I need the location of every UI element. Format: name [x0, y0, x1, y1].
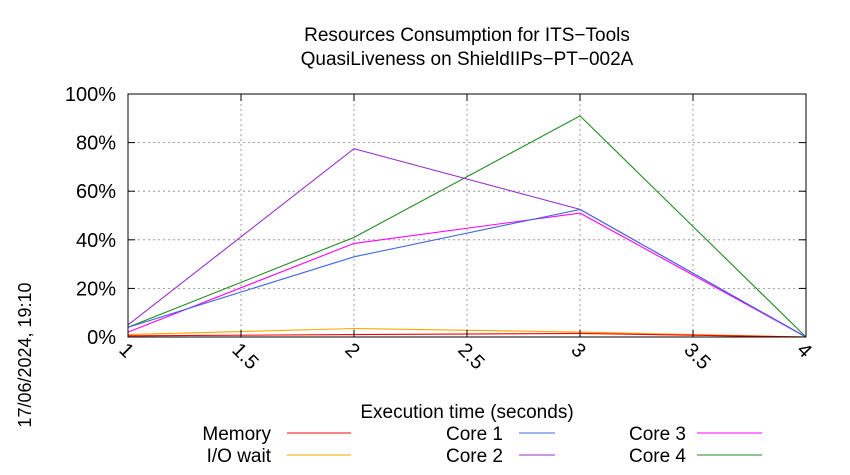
y-tick-label: 100%	[65, 84, 116, 106]
x-tick-label: 4	[792, 339, 815, 362]
x-tick-label: 2	[340, 339, 363, 362]
legend-label: Core 1	[446, 424, 503, 445]
legend-label: Core 4	[629, 446, 686, 467]
series-line-core-3	[127, 212, 807, 338]
legend-label: Core 3	[629, 424, 686, 445]
series-line-core-4	[127, 115, 807, 338]
y-tick-label: 60%	[76, 181, 116, 203]
grid	[128, 94, 806, 337]
x-tick-label: 1.5	[227, 339, 262, 374]
y-axis: 0% 20% 40% 60% 80% 100%	[65, 84, 806, 349]
y-tick-label: 80%	[76, 133, 116, 155]
x-tick-label: 2.5	[453, 339, 488, 374]
timestamp-label: 17/06/2024, 19:10	[15, 282, 35, 427]
x-tick-label: 1	[114, 339, 137, 362]
y-tick-label: 20%	[76, 278, 116, 300]
chart-title-line-2: QuasiLiveness on ShieldIIPs−PT−002A	[301, 49, 634, 70]
y-tick-label: 0%	[87, 327, 116, 349]
legend-label: Core 2	[446, 446, 503, 467]
chart-title-line-1: Resources Consumption for ITS−Tools	[304, 25, 630, 46]
series-line-core-1	[127, 208, 807, 338]
y-tick-label: 40%	[76, 230, 116, 252]
x-tick-label: 3.5	[679, 339, 714, 374]
legend-label: Memory	[202, 424, 271, 445]
legend-label: I/O wait	[207, 446, 272, 467]
x-axis-label: Execution time (seconds)	[360, 402, 573, 423]
x-tick-label: 3	[566, 339, 589, 362]
